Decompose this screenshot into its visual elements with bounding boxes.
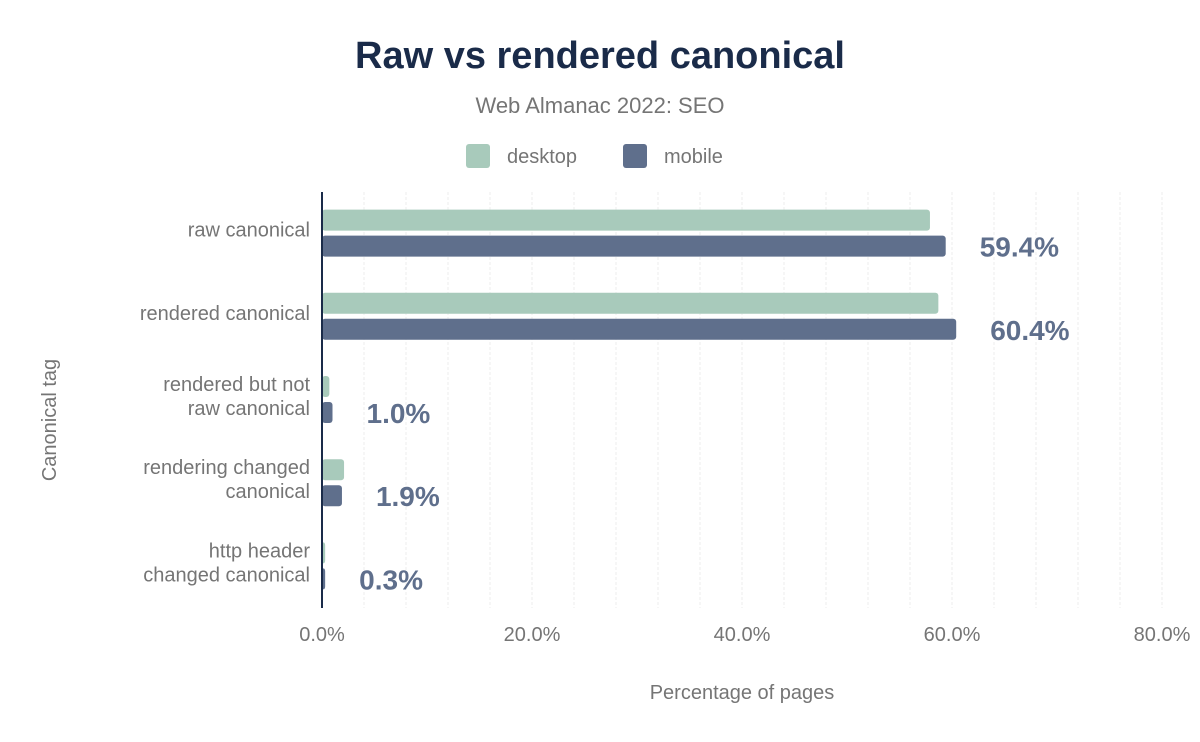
category-label: rendering changed [143, 457, 310, 479]
legend-swatch-mobile [623, 144, 647, 168]
bar-desktop [322, 209, 930, 231]
data-label: 1.0% [367, 398, 431, 429]
category-label: http header [209, 540, 311, 562]
gridlines [363, 192, 1163, 608]
legend: desktop mobile [466, 144, 723, 168]
x-tick-label: 80.0% [1134, 624, 1191, 646]
legend-label-mobile: mobile [664, 146, 723, 168]
data-label: 0.3% [359, 564, 423, 595]
y-axis-title: Canonical tag [39, 359, 61, 481]
bar-mobile [322, 318, 957, 340]
category-label: changed canonical [143, 564, 310, 586]
x-tick-label: 20.0% [504, 624, 561, 646]
category-label: canonical [225, 481, 310, 503]
x-tick-label: 40.0% [714, 624, 771, 646]
legend-label-desktop: desktop [507, 146, 577, 168]
legend-swatch-desktop [466, 144, 490, 168]
data-label: 1.9% [376, 481, 440, 512]
bar-mobile [322, 402, 333, 423]
data-label: 59.4% [980, 232, 1059, 263]
category-label: rendered canonical [140, 303, 310, 325]
category-labels: raw canonical rendered canonical rendered … [140, 220, 311, 587]
x-tick-label: 60.0% [924, 624, 981, 646]
chart-title: Raw vs rendered canonical [355, 35, 845, 77]
bars: 59.4% 60.4% 1.0% 1.9% 0.3% [322, 209, 1070, 595]
x-tick-labels: 0.0% 20.0% 40.0% 60.0% 80.0% [299, 624, 1190, 646]
chart-subtitle: Web Almanac 2022: SEO [475, 93, 724, 118]
x-axis-title: Percentage of pages [650, 682, 835, 704]
category-label: rendered but not [163, 374, 310, 396]
x-tick-label: 0.0% [299, 624, 345, 646]
category-label: raw canonical [188, 398, 310, 420]
bar-mobile [322, 485, 342, 507]
category-label: raw canonical [188, 220, 310, 242]
bar-mobile [322, 235, 946, 257]
bar-desktop [322, 376, 330, 397]
bar-desktop [322, 459, 345, 481]
data-label: 60.4% [990, 315, 1069, 346]
bar-desktop [322, 292, 939, 314]
